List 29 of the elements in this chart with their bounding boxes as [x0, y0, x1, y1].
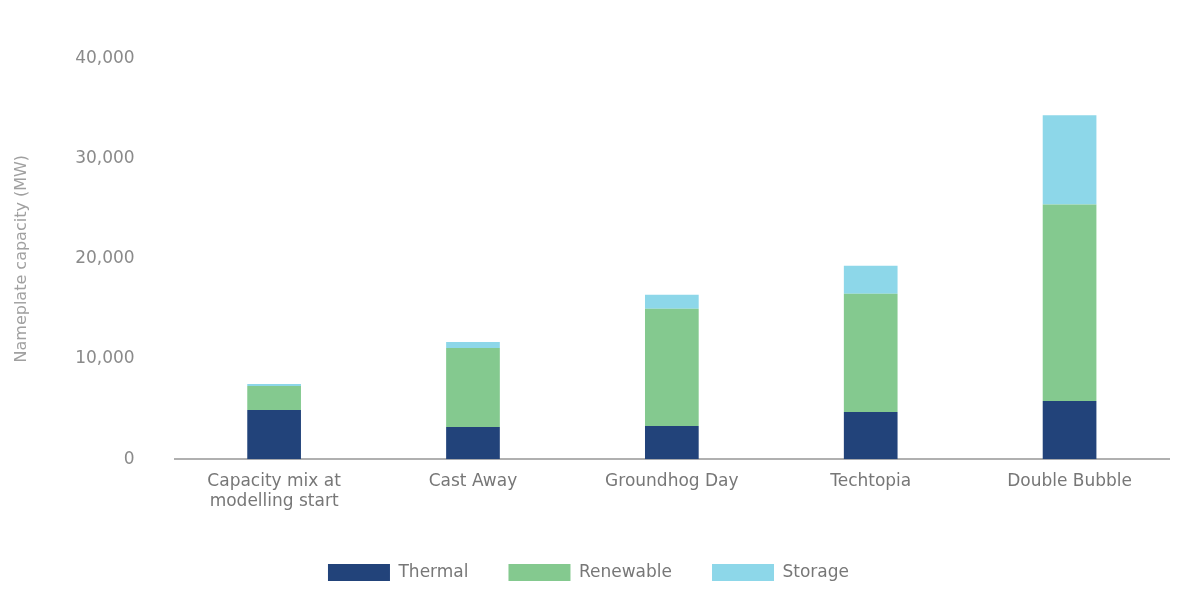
- legend-label: Thermal: [397, 560, 469, 581]
- bar: [843, 265, 898, 294]
- bar: [247, 386, 301, 411]
- x-tick-label: Groundhog Day: [605, 469, 739, 490]
- bar: [645, 426, 699, 460]
- bar: [1042, 204, 1097, 402]
- y-tick-label: 20,000: [75, 247, 135, 268]
- legend-label: Storage: [782, 560, 850, 581]
- bar: [1042, 401, 1097, 460]
- legend-label: Renewable: [578, 560, 673, 581]
- y-tick-label: 0: [123, 447, 135, 468]
- bar: [843, 293, 898, 413]
- bar: [247, 384, 301, 387]
- bar: [446, 341, 500, 348]
- y-tick-label: 40,000: [75, 46, 135, 67]
- bar: [645, 294, 699, 309]
- x-tick-label: Techtopia: [829, 469, 912, 490]
- bar: [247, 410, 301, 460]
- bar: [645, 308, 699, 427]
- x-tick-label: Double Bubble: [1007, 469, 1132, 490]
- x-tick-label: Cast Away: [428, 469, 518, 490]
- bar: [1042, 115, 1097, 205]
- bar: [446, 427, 500, 460]
- y-tick-label: 30,000: [75, 146, 135, 167]
- x-tick-label: Capacity mix at modelling start: [207, 469, 342, 511]
- y-tick-label: 10,000: [75, 347, 135, 368]
- y-axis-title: Nameplate capacity (MW): [10, 154, 30, 363]
- bar: [843, 412, 898, 460]
- bar: [446, 347, 500, 428]
